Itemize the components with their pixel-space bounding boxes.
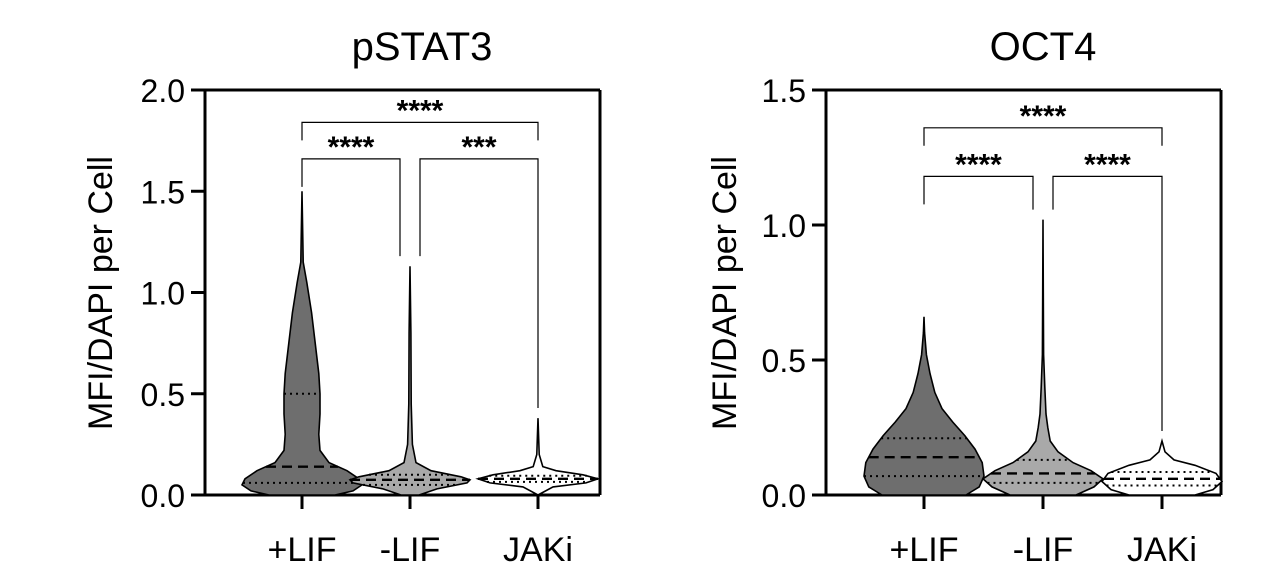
significance-bracket <box>301 158 401 257</box>
significance-label: **** <box>955 148 1002 181</box>
violin-lif <box>240 191 364 496</box>
panel-oct4: OCT4 MFI/DAPI per Cell 0.0 0.5 1.0 1.5 +LIF -… <box>706 25 1224 569</box>
y-tick-label: 0.5 <box>141 377 185 413</box>
y-tick-label: 1.0 <box>141 276 185 312</box>
significance-label: **** <box>328 131 375 164</box>
y-axis-label: MFI/DAPI per Cell <box>82 156 120 430</box>
significance-label: **** <box>397 94 444 127</box>
violin-jaki <box>1100 438 1224 496</box>
x-tick-label: -LIF <box>1013 531 1073 569</box>
y-tick-label: 1.0 <box>762 208 806 244</box>
x-tick-label: -LIF <box>380 531 440 569</box>
y-tick-label: 2.0 <box>141 73 185 109</box>
violin-lif <box>981 219 1105 496</box>
y-tick-label: 0.5 <box>762 343 806 379</box>
violin-lif <box>863 316 985 496</box>
significance-bracket <box>923 127 1163 146</box>
y-tick-label: 1.5 <box>762 73 806 109</box>
chart-title: pSTAT3 <box>352 25 493 69</box>
panel-pstat3: pSTAT3 MFI/DAPI per Cell 0.0 0.5 1.0 1.5 2.0… <box>82 25 602 569</box>
significance-bracket <box>1052 175 1163 431</box>
significance-bracket <box>923 175 1034 210</box>
x-tick-label: JAKi <box>503 531 573 569</box>
y-tick-label: 1.5 <box>141 174 185 210</box>
significance-label: **** <box>1020 100 1067 133</box>
violin-lif <box>348 266 472 496</box>
y-tick-label: 0.0 <box>762 478 806 514</box>
y-axis-label: MFI/DAPI per Cell <box>706 156 744 430</box>
significance-label: *** <box>461 131 496 164</box>
x-tick-label: +LIF <box>268 531 337 569</box>
x-tick-label: +LIF <box>890 531 959 569</box>
violin-jaki <box>475 418 601 496</box>
significance-label: **** <box>1084 148 1131 181</box>
significance-bracket <box>419 158 539 409</box>
significance-bracket <box>301 121 539 141</box>
x-tick-label: JAKi <box>1127 531 1197 569</box>
chart-title: OCT4 <box>990 25 1097 69</box>
y-tick-label: 0.0 <box>141 478 185 514</box>
